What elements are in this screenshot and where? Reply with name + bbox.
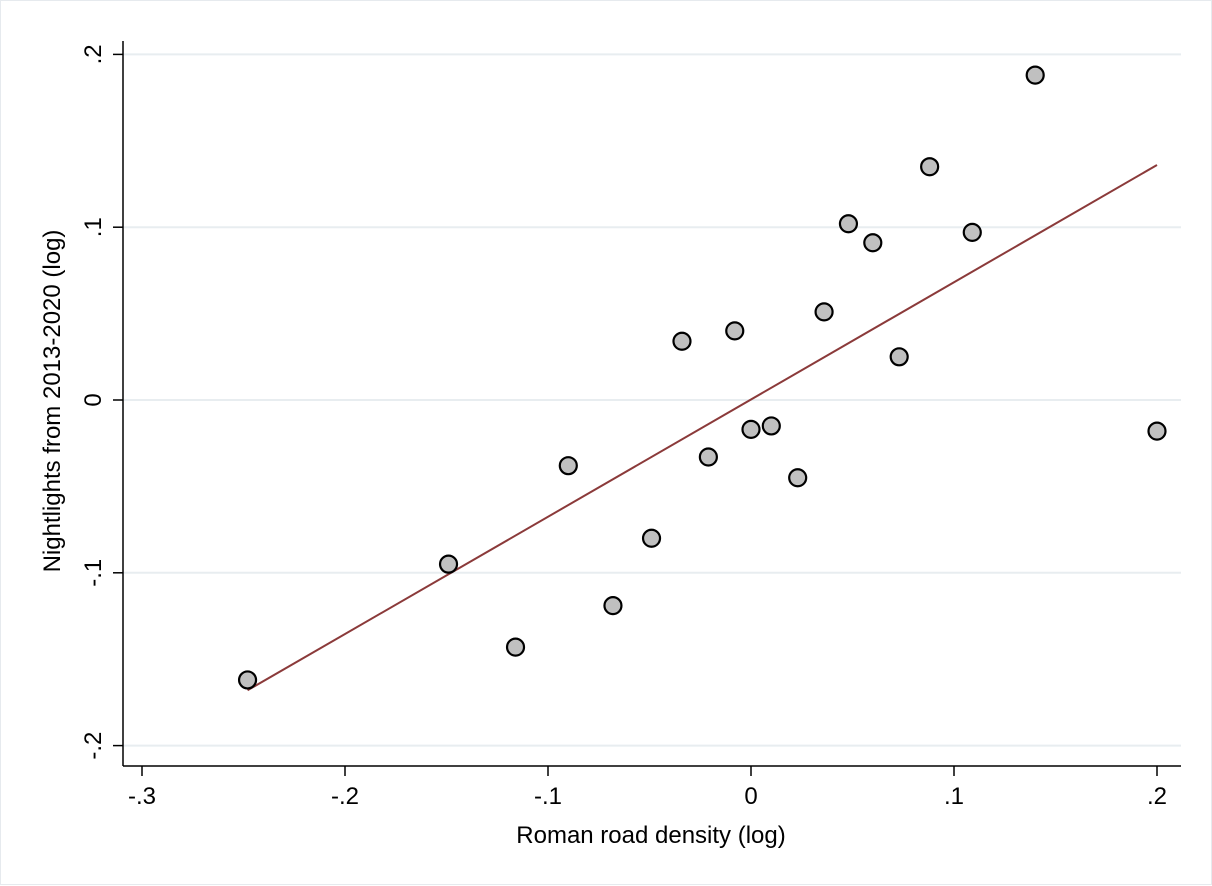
- data-point: [698, 447, 718, 467]
- x-tick-label: -.2: [331, 783, 359, 810]
- data-point: [761, 416, 781, 436]
- data-point: [838, 214, 859, 234]
- data-point: [889, 347, 909, 367]
- data-point: [237, 670, 258, 690]
- axes: [122, 41, 1181, 767]
- data-point: [505, 637, 526, 657]
- y-tick-label: -.1: [80, 559, 107, 587]
- data-point: [741, 419, 761, 439]
- data-point: [603, 596, 623, 616]
- data-point: [814, 302, 834, 322]
- data-point: [962, 222, 982, 242]
- x-tick-label: -.1: [534, 783, 562, 810]
- data-point: [920, 157, 940, 177]
- data-point: [672, 331, 692, 351]
- fit-line-layer: [247, 164, 1158, 692]
- y-tick-label: .2: [80, 44, 107, 64]
- data-point: [1025, 65, 1045, 85]
- gridlines: [123, 53, 1181, 747]
- data-point: [641, 528, 662, 548]
- points-layer: [237, 65, 1167, 690]
- x-tick-label: .1: [944, 783, 964, 810]
- x-tick-label: .2: [1147, 783, 1167, 810]
- x-tick-label: 0: [744, 783, 757, 810]
- data-point: [725, 321, 745, 341]
- y-tick-label: .1: [80, 217, 107, 237]
- y-axis-title: Nightlights from 2013-2020 (log): [39, 230, 66, 573]
- ticks: -.2 -.1 0 .1 .2 -.3 -.2 -.1 0 .1 .2: [80, 44, 1167, 810]
- data-point: [1147, 421, 1167, 441]
- data-point: [788, 468, 808, 488]
- y-tick-label: -.2: [80, 732, 107, 760]
- x-axis-title: Roman road density (log): [516, 822, 785, 849]
- fit-line: [247, 164, 1158, 692]
- data-point: [438, 554, 459, 574]
- data-point: [863, 233, 883, 253]
- y-tick-label: 0: [80, 393, 107, 406]
- data-point: [558, 456, 578, 476]
- x-tick-label: -.3: [128, 783, 156, 810]
